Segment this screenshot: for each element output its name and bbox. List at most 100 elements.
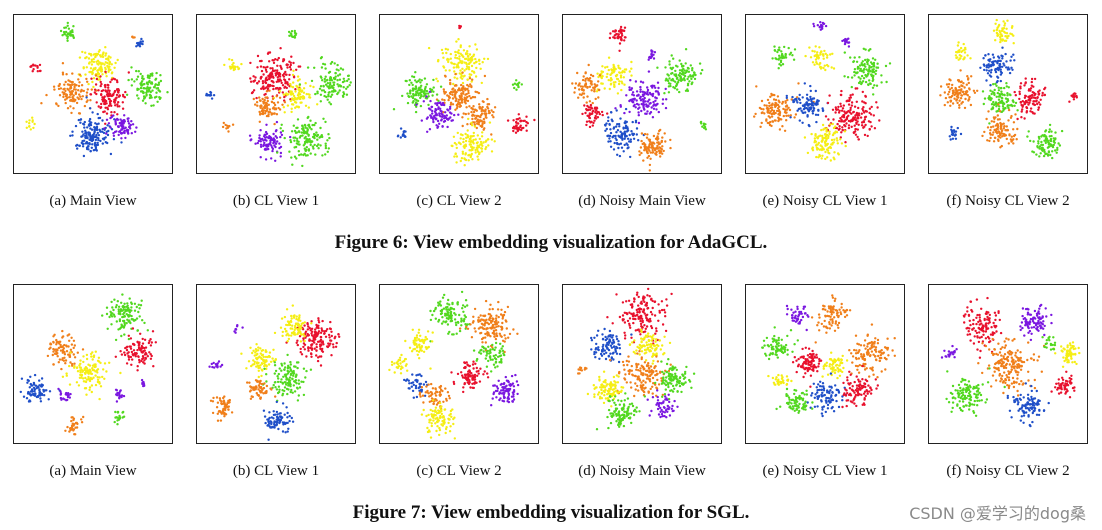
orange-cluster [64,415,85,436]
green-cluster [843,47,892,96]
yellow-cluster [628,328,672,365]
orange-cluster [577,366,588,375]
green-cluster [429,290,471,343]
orange-cluster [608,350,672,398]
red-cluster [581,103,609,129]
purple-cluster [140,378,146,388]
red-cluster [285,317,341,367]
green-cluster [771,45,797,70]
purple-cluster [646,389,679,419]
yellow-cluster [273,304,313,343]
purple-cluster [647,49,657,61]
subcaption-c: (c) CL View 2 [416,463,502,479]
scatter-panel-noisy-main-view [562,284,722,444]
red-cluster [1068,92,1078,103]
yellow-cluster [420,399,456,440]
subcaption-b: (b) CL View 1 [232,193,320,209]
blue-cluster [1006,382,1050,428]
orange-cluster [246,379,277,400]
red-cluster [791,346,823,388]
blue-cluster [948,125,963,141]
orange-cluster [458,299,519,354]
orange-cluster [418,382,451,410]
green-cluster [595,392,646,431]
orange-cluster [209,395,234,422]
yellow-cluster [223,58,243,72]
purple-cluster [248,120,292,162]
green-cluster [775,387,814,414]
scatter-panel-cl-view-1 [196,284,356,444]
blue-cluster [262,400,295,441]
yellow-cluster [77,46,119,89]
red-cluster [114,327,157,372]
orange-cluster [939,69,979,110]
blue-cluster [135,37,144,48]
blue-cluster [19,373,61,403]
red-cluster [506,113,536,134]
orange-cluster [435,71,487,115]
scatter-panel-noisy-main-view [562,14,722,174]
red-cluster [962,296,1003,359]
orange-cluster [638,128,672,172]
subcaption-f: (f) Noisy CL View 2 [946,463,1070,479]
yellow-cluster [427,38,490,86]
purple-cluster [103,114,138,140]
orange-cluster [848,323,896,379]
purple-cluster [841,37,851,48]
orange-cluster [810,294,852,344]
orange-cluster [977,337,1046,397]
scatter-panel-cl-view-2 [379,14,539,174]
subcaption-b: (b) CL View 1 [232,463,320,479]
yellow-cluster [586,370,625,408]
green-cluster [125,66,169,108]
red-cluster [450,360,490,394]
green-cluster [472,341,506,373]
purple-cluster [812,21,828,31]
red-cluster [458,24,462,30]
green-cluster [298,56,352,106]
scatter-panel-noisy-cl-view-2 [928,284,1088,444]
green-cluster [392,71,443,114]
green-cluster [699,120,708,131]
yellow-cluster [954,41,972,61]
subcaption-d: (d) Noisy Main View [578,463,706,479]
yellow-cluster [388,353,409,375]
red-cluster [824,87,881,144]
blue-cluster [979,46,1016,87]
green-cluster [113,410,126,426]
green-cluster [59,21,75,42]
scatter-panel-main-view [13,284,173,444]
purple-cluster [614,70,668,125]
red-cluster [89,70,130,126]
purple-cluster [490,373,520,407]
orange-cluster [571,63,602,105]
blue-cluster [806,372,847,418]
purple-cluster [233,324,244,334]
subcaption-c: (c) CL View 2 [416,193,502,209]
blue-cluster [396,127,407,139]
subcaption-d: (d) Noisy Main View [578,193,706,209]
scatter-panel-noisy-cl-view-1 [745,14,905,174]
green-cluster [276,115,331,168]
red-cluster [249,47,302,102]
subcaption-a: (a) Main View [49,463,137,479]
blue-cluster [205,90,216,100]
green-cluster [511,79,523,91]
scatter-panel-cl-view-1 [196,14,356,174]
yellow-cluster [1052,341,1081,368]
red-cluster [1013,77,1047,121]
purple-cluster [415,90,460,133]
orange-cluster [753,82,815,132]
subcaption-f: (f) Noisy CL View 2 [946,193,1070,209]
yellow-cluster [450,117,496,167]
figure-caption: Figure 6: View embedding visualization f… [334,232,768,253]
green-cluster [981,82,1019,125]
blue-cluster [603,107,645,159]
green-cluster [656,48,704,95]
orange-cluster [252,89,287,126]
purple-cluster [785,304,810,332]
yellow-cluster [804,45,836,72]
purple-cluster [57,387,72,402]
orange-cluster [46,329,85,371]
yellow-cluster [821,351,849,380]
